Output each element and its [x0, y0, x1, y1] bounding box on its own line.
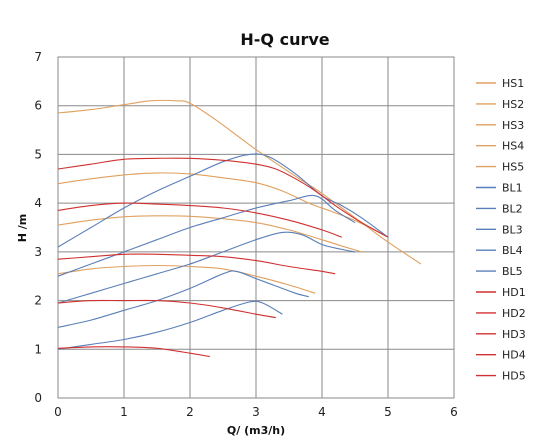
legend-label-bl4: BL4	[502, 244, 523, 257]
series-line-bl4	[57, 270, 309, 328]
y-tick-label-6: 6	[34, 99, 42, 113]
x-tick-label-5: 5	[384, 405, 392, 419]
x-tick-label-1: 1	[120, 405, 128, 419]
y-axis-label: H /m	[16, 214, 29, 243]
tick-labels: 0 1 2 3 4 5 6 0 1 2 3 4 5 6 7	[34, 50, 457, 419]
x-tick-label-2: 2	[186, 405, 194, 419]
y-tick-label-1: 1	[34, 342, 42, 356]
series-line-hs2	[57, 172, 389, 238]
legend-label-hs4: HS4	[502, 140, 524, 153]
legend-label-bl3: BL3	[502, 223, 523, 236]
legend-label-hs2: HS2	[502, 98, 524, 111]
y-tick-label-5: 5	[34, 147, 42, 161]
legend-label-hd1: HD1	[502, 286, 526, 299]
legend-label-hd3: HD3	[502, 328, 526, 341]
legend-label-hd4: HD4	[502, 349, 526, 362]
legend-label-bl5: BL5	[502, 265, 523, 278]
y-tick-label-7: 7	[34, 50, 42, 64]
series-line-bl3	[57, 231, 356, 304]
legend-label-bl2: BL2	[502, 202, 523, 215]
plot-area-border	[57, 56, 455, 399]
series-line-hd2	[57, 202, 342, 238]
legend-label-hs3: HS3	[502, 119, 524, 132]
legend: HS1 HS2 HS3 HS4 HS5 BL1 BL2 BL3 BL4 BL5 HD1 HD2 HD3 H…	[476, 77, 526, 383]
series-line-hd4	[57, 299, 276, 319]
legend-label-bl1: BL1	[502, 182, 523, 195]
chart-title: H-Q curve	[240, 30, 329, 49]
x-tick-label-6: 6	[450, 405, 458, 419]
x-tick-label-3: 3	[252, 405, 260, 419]
series-line-bl5	[57, 300, 283, 350]
y-tick-label-0: 0	[34, 391, 42, 405]
legend-label-hd2: HD2	[502, 307, 526, 320]
series-lines	[57, 99, 422, 358]
y-tick-label-2: 2	[34, 294, 42, 308]
y-tick-label-3: 3	[34, 245, 42, 259]
series-line-hd5	[57, 346, 210, 358]
series-line-hd3	[57, 253, 336, 275]
series-line-hd1	[57, 157, 389, 238]
x-axis-label: Q/ (m3/h)	[227, 424, 285, 437]
legend-label-hs5: HS5	[502, 161, 524, 174]
y-tick-label-4: 4	[34, 196, 42, 210]
series-line-bl2	[57, 194, 356, 277]
series-line-bl1	[57, 153, 389, 248]
series-line-hs3	[57, 215, 362, 253]
series-line-hs4	[57, 264, 316, 294]
x-tick-label-4: 4	[318, 405, 326, 419]
x-tick-label-0: 0	[54, 405, 62, 419]
legend-label-hd5: HD5	[502, 370, 526, 383]
legend-label-hs1: HS1	[502, 77, 524, 90]
